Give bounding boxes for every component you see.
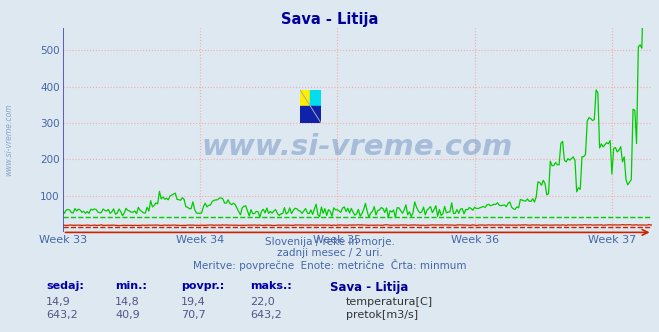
Text: zadnji mesec / 2 uri.: zadnji mesec / 2 uri. <box>277 248 382 258</box>
Text: 14,9: 14,9 <box>46 297 71 307</box>
Text: 643,2: 643,2 <box>250 310 282 320</box>
Text: 70,7: 70,7 <box>181 310 206 320</box>
Text: Slovenija / reke in morje.: Slovenija / reke in morje. <box>264 237 395 247</box>
Text: 14,8: 14,8 <box>115 297 140 307</box>
Polygon shape <box>300 90 310 106</box>
Text: Sava - Litija: Sava - Litija <box>330 281 408 293</box>
Text: maks.:: maks.: <box>250 281 292 290</box>
Text: 19,4: 19,4 <box>181 297 206 307</box>
Text: Sava - Litija: Sava - Litija <box>281 12 378 27</box>
Text: temperatura[C]: temperatura[C] <box>346 297 433 307</box>
Text: povpr.:: povpr.: <box>181 281 225 290</box>
Polygon shape <box>310 90 321 106</box>
Text: 643,2: 643,2 <box>46 310 78 320</box>
Text: www.si-vreme.com: www.si-vreme.com <box>202 133 513 161</box>
Text: min.:: min.: <box>115 281 147 290</box>
Text: 40,9: 40,9 <box>115 310 140 320</box>
Polygon shape <box>300 106 321 123</box>
Text: pretok[m3/s]: pretok[m3/s] <box>346 310 418 320</box>
Text: www.si-vreme.com: www.si-vreme.com <box>4 103 13 176</box>
Text: Meritve: povprečne  Enote: metrične  Črta: minmum: Meritve: povprečne Enote: metrične Črta:… <box>192 259 467 271</box>
Text: sedaj:: sedaj: <box>46 281 84 290</box>
Text: 22,0: 22,0 <box>250 297 275 307</box>
